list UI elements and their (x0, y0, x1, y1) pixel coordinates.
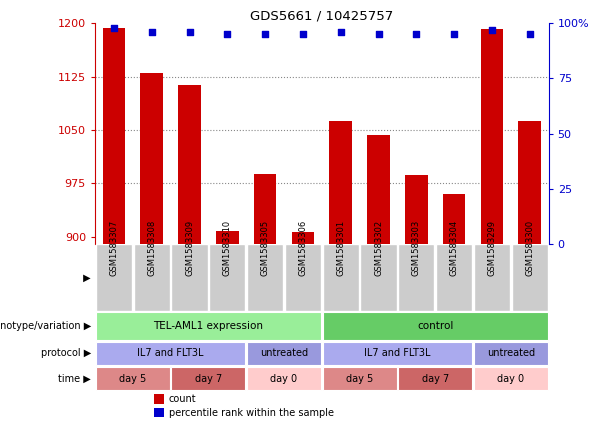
Text: GSM1583302: GSM1583302 (374, 220, 383, 276)
Text: GSM1583307: GSM1583307 (109, 220, 118, 276)
Bar (96, 312, 321, 340)
Bar (247, 244, 283, 311)
Bar (154, 394, 164, 404)
Bar (140, 73, 163, 244)
Bar (436, 244, 472, 311)
Bar (481, 29, 503, 244)
Text: GSM1583301: GSM1583301 (336, 220, 345, 276)
Bar (322, 367, 397, 390)
Bar (254, 174, 276, 244)
Bar (172, 244, 208, 311)
Point (185, 29, 194, 36)
Text: untreated: untreated (260, 349, 308, 358)
Text: GSM1583300: GSM1583300 (525, 220, 535, 276)
Text: GSM1583309: GSM1583309 (185, 220, 194, 276)
Text: IL7 and FLT3L: IL7 and FLT3L (364, 349, 431, 358)
Text: GSM1583303: GSM1583303 (412, 220, 421, 276)
Bar (292, 233, 314, 244)
Bar (96, 244, 132, 311)
Bar (96, 367, 170, 390)
Text: GSM1583304: GSM1583304 (449, 220, 459, 276)
Bar (519, 121, 541, 244)
Text: GSM1583308: GSM1583308 (147, 220, 156, 276)
Text: protocol ▶: protocol ▶ (40, 349, 91, 358)
Bar (134, 244, 170, 311)
Bar (96, 342, 245, 365)
Text: count: count (169, 394, 196, 404)
Text: ▶: ▶ (80, 272, 91, 282)
Bar (322, 342, 472, 365)
Bar (247, 342, 321, 365)
Bar (102, 28, 125, 244)
Bar (398, 367, 472, 390)
Text: day 7: day 7 (195, 374, 222, 384)
Bar (322, 244, 359, 311)
Bar (360, 244, 397, 311)
Text: IL7 and FLT3L: IL7 and FLT3L (137, 349, 204, 358)
Point (373, 31, 384, 38)
Text: day 7: day 7 (422, 374, 449, 384)
Point (147, 29, 156, 36)
Bar (216, 231, 238, 244)
Bar (285, 244, 321, 311)
Bar (154, 408, 164, 418)
Point (411, 31, 421, 38)
Title: GDS5661 / 10425757: GDS5661 / 10425757 (250, 9, 394, 22)
Bar (443, 194, 465, 244)
Bar (398, 244, 435, 311)
Bar (329, 121, 352, 244)
Point (449, 31, 459, 38)
Text: genotype/variation ▶: genotype/variation ▶ (0, 321, 91, 331)
Bar (209, 244, 245, 311)
Bar (367, 135, 390, 244)
Text: GSM1583306: GSM1583306 (299, 220, 308, 276)
Bar (405, 175, 428, 244)
Point (336, 29, 346, 36)
Text: TEL-AML1 expression: TEL-AML1 expression (153, 321, 264, 331)
Text: control: control (417, 321, 454, 331)
Bar (172, 367, 245, 390)
Text: day 0: day 0 (270, 374, 297, 384)
Bar (474, 367, 548, 390)
Text: time ▶: time ▶ (58, 374, 91, 384)
Point (223, 31, 232, 38)
Text: GSM1583310: GSM1583310 (223, 220, 232, 276)
Point (298, 31, 308, 38)
Text: percentile rank within the sample: percentile rank within the sample (169, 408, 333, 418)
Bar (322, 312, 548, 340)
Text: day 5: day 5 (119, 374, 147, 384)
Bar (247, 367, 321, 390)
Bar (512, 244, 548, 311)
Bar (178, 85, 201, 244)
Bar (474, 342, 548, 365)
Text: GSM1583305: GSM1583305 (261, 220, 270, 276)
Text: day 0: day 0 (497, 374, 524, 384)
Text: day 5: day 5 (346, 374, 373, 384)
Text: GSM1583299: GSM1583299 (487, 220, 497, 276)
Text: untreated: untreated (487, 349, 535, 358)
Point (487, 27, 497, 33)
Point (260, 31, 270, 38)
Point (109, 24, 119, 31)
Bar (474, 244, 510, 311)
Point (525, 31, 535, 38)
